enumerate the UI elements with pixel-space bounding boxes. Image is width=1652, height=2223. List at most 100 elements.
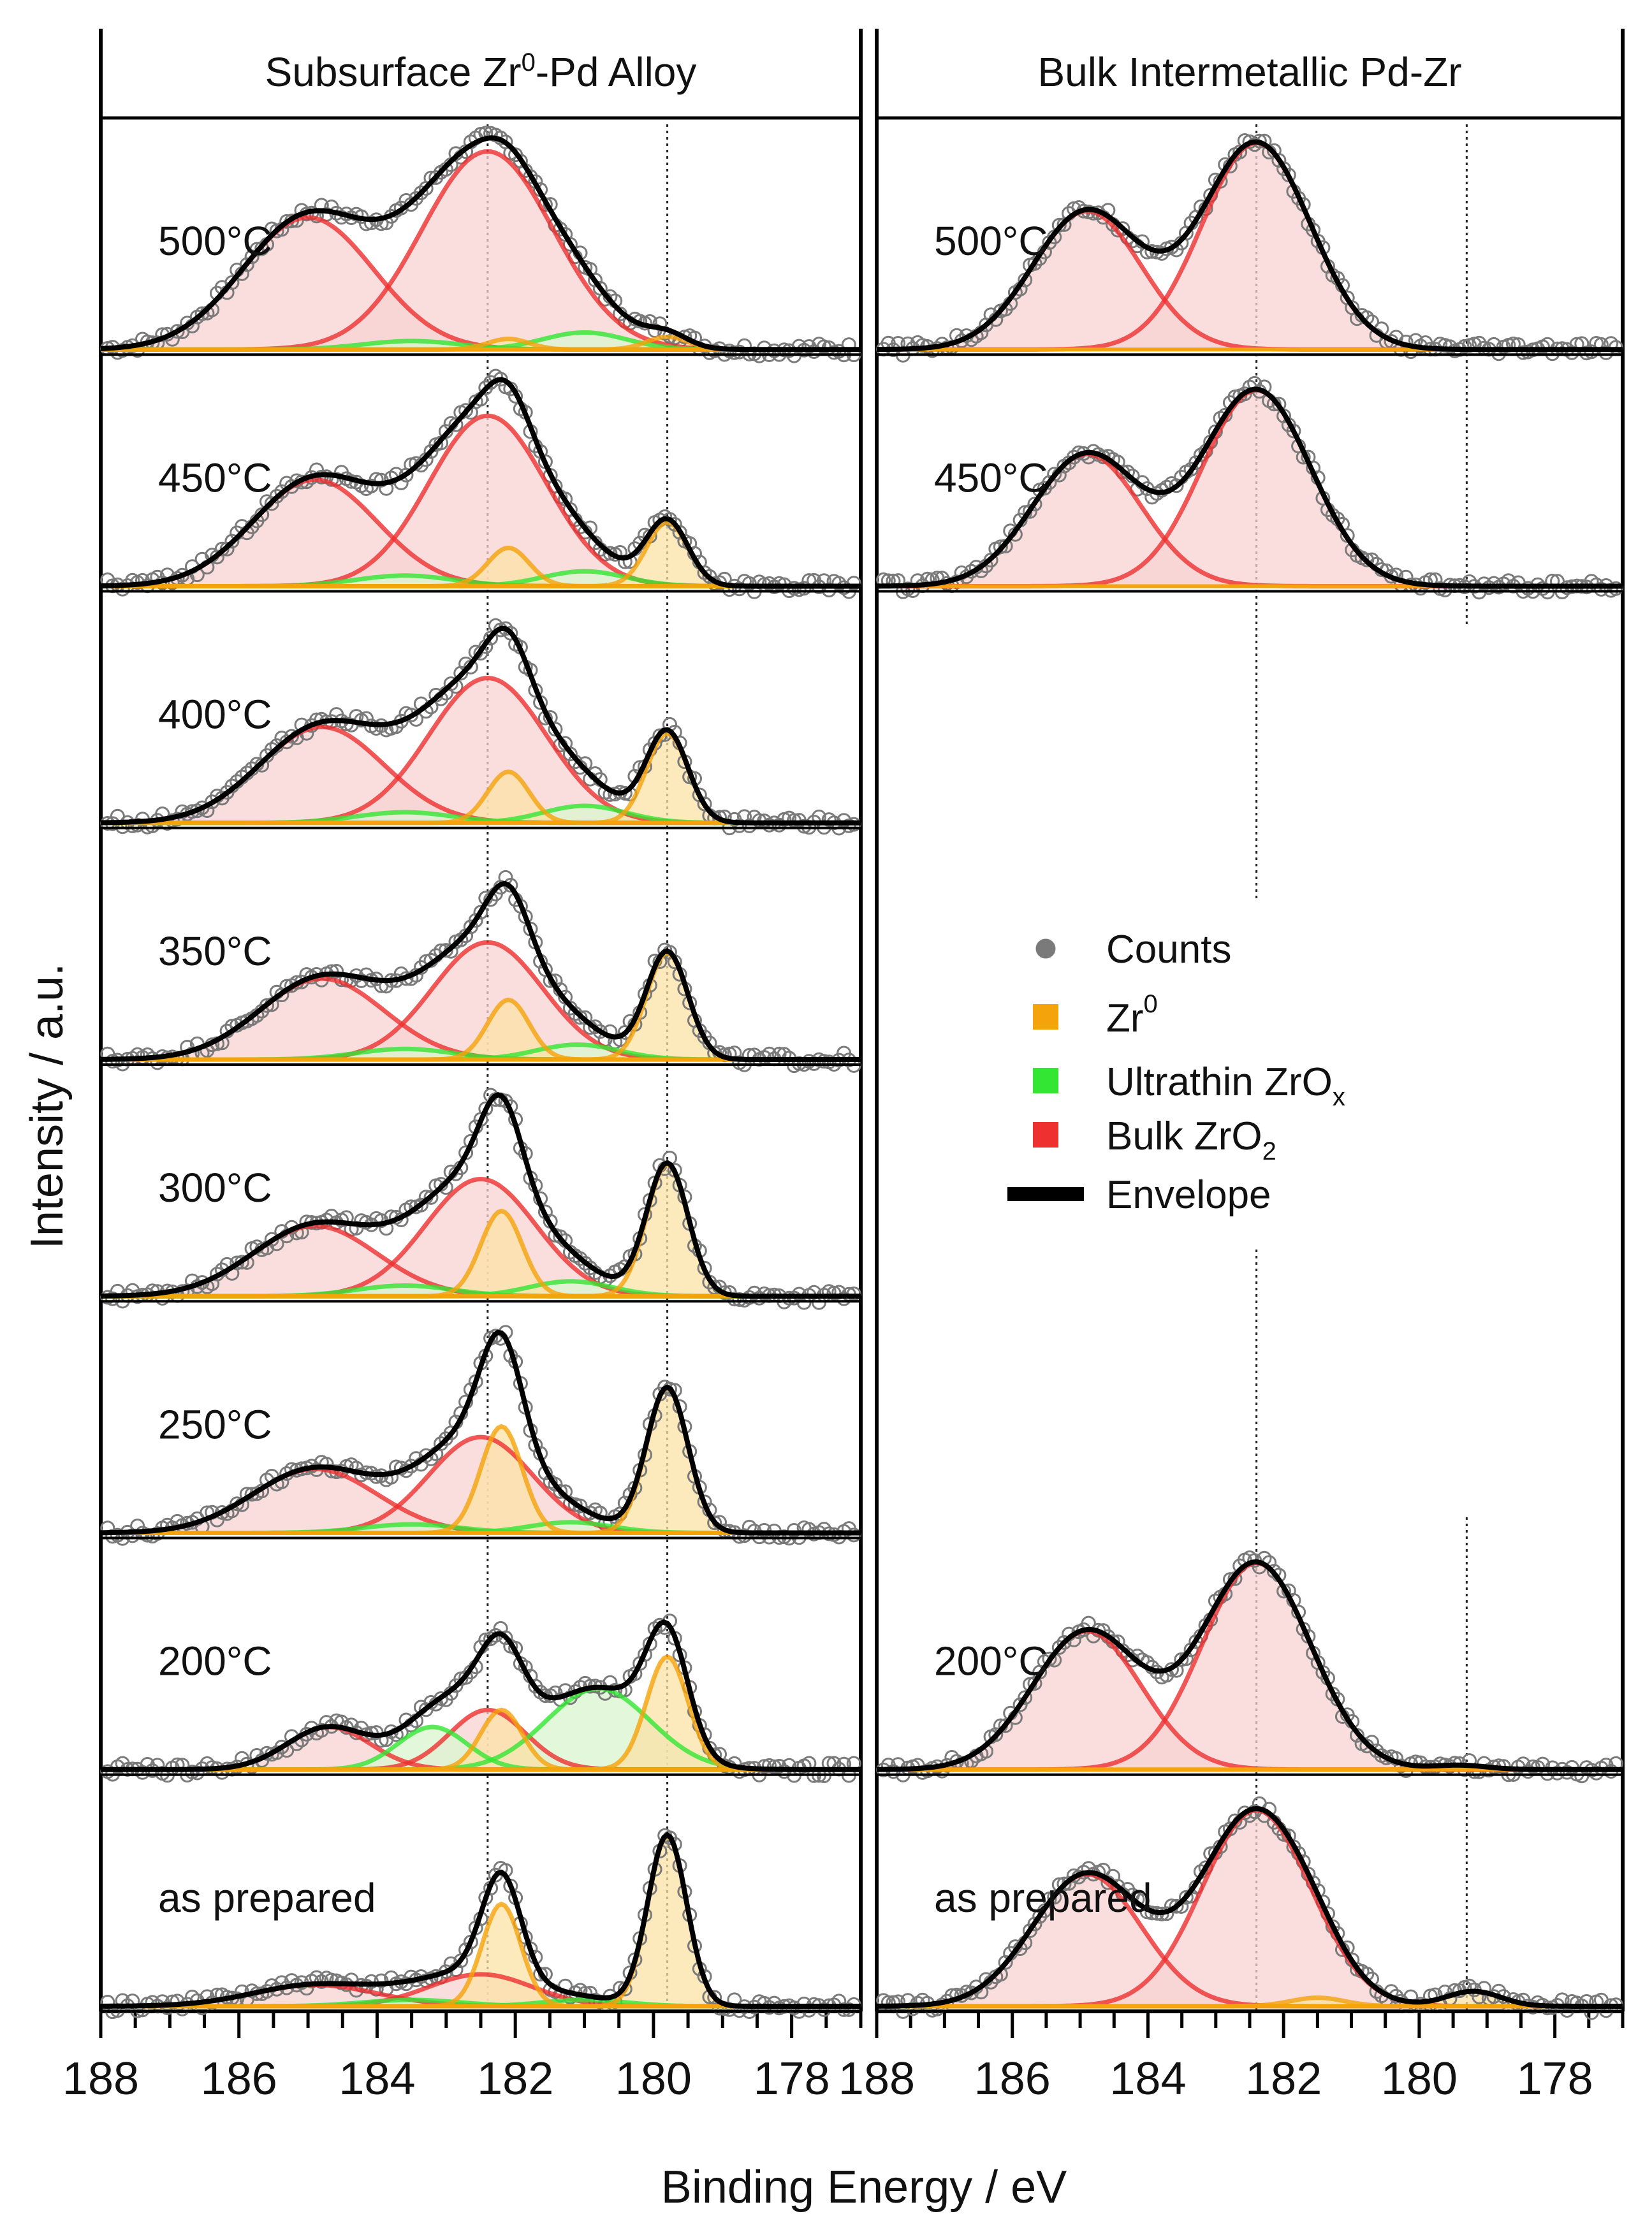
data-point (239, 257, 254, 272)
component-fill-bulk (101, 479, 861, 587)
data-point (170, 324, 185, 339)
component-fill-zr0 (101, 1710, 861, 1770)
envelope-line (877, 1559, 1623, 1772)
component-fill-zr0 (101, 1835, 861, 2006)
data-point (194, 306, 210, 321)
legend-envelope-label: Envelope (1106, 1173, 1271, 1217)
component-fill-zr0 (101, 522, 861, 587)
data-point (1027, 1916, 1042, 1932)
temperature-label: as prepared (934, 1875, 1152, 1921)
data-point (573, 1010, 588, 1025)
data-point (1056, 1635, 1072, 1650)
spectrum-left-7: as prepared (100, 1828, 861, 2020)
component-fill-bulk (101, 1985, 861, 2006)
x-tick-label: 182 (1245, 2053, 1322, 2104)
temperature-label: 500°C (158, 218, 272, 264)
component-fill-zr0 (101, 548, 861, 587)
data-point (428, 170, 444, 185)
component-fill-zr0 (101, 1426, 861, 1533)
data-point (423, 1190, 439, 1205)
spectrum-right-3: as prepared (876, 1796, 1623, 2020)
data-point (846, 576, 861, 591)
component-fill-bulk (101, 416, 861, 587)
component-fill-bulk (101, 942, 861, 1060)
data-point (1286, 423, 1301, 439)
data-point (1271, 153, 1287, 168)
envelope-line (101, 1619, 861, 1772)
component-fill-bulk (101, 678, 861, 823)
temperature-label: as prepared (158, 1875, 376, 1921)
data-point (553, 1484, 568, 1499)
data-point (1042, 475, 1057, 490)
component-fill-bulk (877, 1631, 1623, 1770)
legend-bulk-swatch (1033, 1122, 1058, 1148)
temperature-label: 350°C (158, 928, 272, 974)
component-fill-zr0 (101, 771, 861, 823)
spectrum-left-0: 500°C (100, 126, 861, 363)
data-point (727, 345, 742, 360)
temperature-label: 200°C (158, 1638, 272, 1684)
envelope-line (100, 1092, 861, 1299)
data-point (993, 539, 1008, 555)
component-fill-zr0 (101, 1000, 861, 1060)
temperature-label: 500°C (934, 218, 1048, 264)
envelope-line (100, 377, 861, 589)
data-point (1047, 1890, 1062, 1905)
data-point (592, 1024, 608, 1039)
data-point (881, 1995, 896, 2010)
component-fill-bulk (101, 217, 861, 350)
data-point (1169, 478, 1184, 493)
data-point (374, 1973, 389, 1988)
data-point (468, 913, 483, 928)
data-point (413, 186, 428, 200)
data-point (801, 339, 817, 354)
component-fill-bulk (101, 1726, 861, 1770)
x-axis-title: Binding Energy / eV (661, 2162, 1067, 2213)
data-point (562, 747, 578, 762)
data-point (841, 2002, 856, 2017)
data-point (329, 964, 344, 979)
x-tick-label: 184 (1109, 2053, 1186, 2104)
envelope-line (100, 880, 861, 1062)
data-point (1027, 497, 1042, 512)
data-point (1056, 1876, 1072, 1891)
data-point (727, 1292, 742, 1307)
temperature-label: 450°C (934, 455, 1048, 500)
data-point (1051, 1640, 1067, 1655)
spectrum-left-2: 400°C (100, 618, 861, 836)
spectrum-left-3: 350°C (100, 870, 861, 1074)
spectrum-left-5: 250°C (100, 1325, 861, 1546)
data-point (1516, 345, 1531, 360)
envelope-line (877, 1805, 1623, 2009)
panel-right: Bulk Intermetallic Pd-Zr 188 186 184 182 180 1… (838, 29, 1625, 2104)
component-fill-zr0 (101, 1388, 861, 1533)
envelope-line (101, 1329, 861, 1536)
component-fill-zr0 (101, 1211, 861, 1297)
component-fill-bulk (877, 143, 1623, 350)
data-point (448, 417, 464, 432)
component-fill-zr0 (101, 1164, 861, 1297)
data-point (269, 488, 284, 504)
component-fill-bulk (101, 1179, 861, 1297)
legend-counts-marker (1035, 938, 1056, 959)
data-point (259, 998, 274, 1013)
temperature-label: 250°C (158, 1401, 272, 1447)
component-fill-bulk (101, 1226, 861, 1297)
data-point (801, 1522, 817, 1537)
data-point (578, 1256, 593, 1271)
component-fill-bulk (877, 454, 1623, 587)
component-fill-bulk (877, 1563, 1623, 1770)
y-axis-title: Intensity / a.u. (22, 963, 73, 1249)
data-point (1564, 345, 1579, 360)
data-point (244, 249, 259, 265)
component-fill-bulk (877, 1810, 1623, 2006)
data-point (264, 496, 279, 511)
component-fill-bulk (877, 1874, 1623, 2006)
panel-right-title: Bulk Intermetallic Pd-Zr (1037, 49, 1461, 95)
x-tick-label: 188 (62, 2053, 139, 2104)
data-point (473, 905, 488, 920)
envelope-line (877, 386, 1623, 589)
data-point (224, 534, 240, 549)
component-fill-bulk (101, 1469, 861, 1533)
